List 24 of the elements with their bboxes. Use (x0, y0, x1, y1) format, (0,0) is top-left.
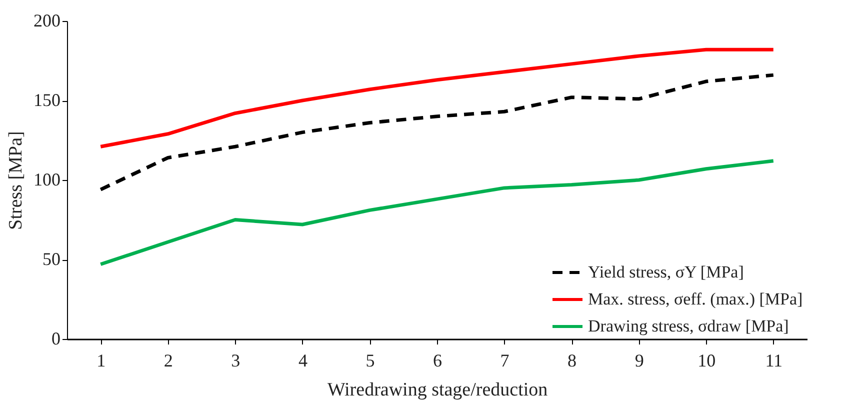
legend-label: Yield stress, σY [MPa] (588, 262, 744, 282)
x-axis-title: Wiredrawing stage/reduction (327, 380, 548, 400)
y-tick-label: 200 (34, 10, 60, 30)
y-tick-label: 150 (34, 90, 60, 110)
legend-label: Drawing stress, σdraw [MPa] (588, 316, 789, 336)
legend-label: Max. stress, σeff. (max.) [MPa] (588, 290, 803, 308)
y-tick-label: 100 (34, 170, 60, 190)
x-tick-label: 8 (568, 350, 577, 370)
x-tick-label: 9 (634, 350, 644, 370)
x-tick-label: 1 (96, 350, 106, 370)
x-tick-label: 7 (500, 350, 510, 370)
line-series (98, 48, 776, 148)
line-series (98, 159, 776, 266)
x-tick-label: 4 (298, 350, 308, 370)
x-tick-label: 6 (433, 350, 442, 370)
y-tick-label: 0 (52, 328, 60, 348)
y-tick-label: 50 (42, 249, 60, 269)
x-tick-label: 11 (765, 350, 783, 370)
x-tick-label: 3 (231, 350, 240, 370)
line-series (98, 73, 776, 192)
x-tick-label: 5 (366, 350, 375, 370)
y-axis-title: Stress [MPa] (6, 131, 26, 230)
x-tick-label: 10 (698, 350, 716, 370)
x-tick-label: 2 (164, 350, 173, 370)
